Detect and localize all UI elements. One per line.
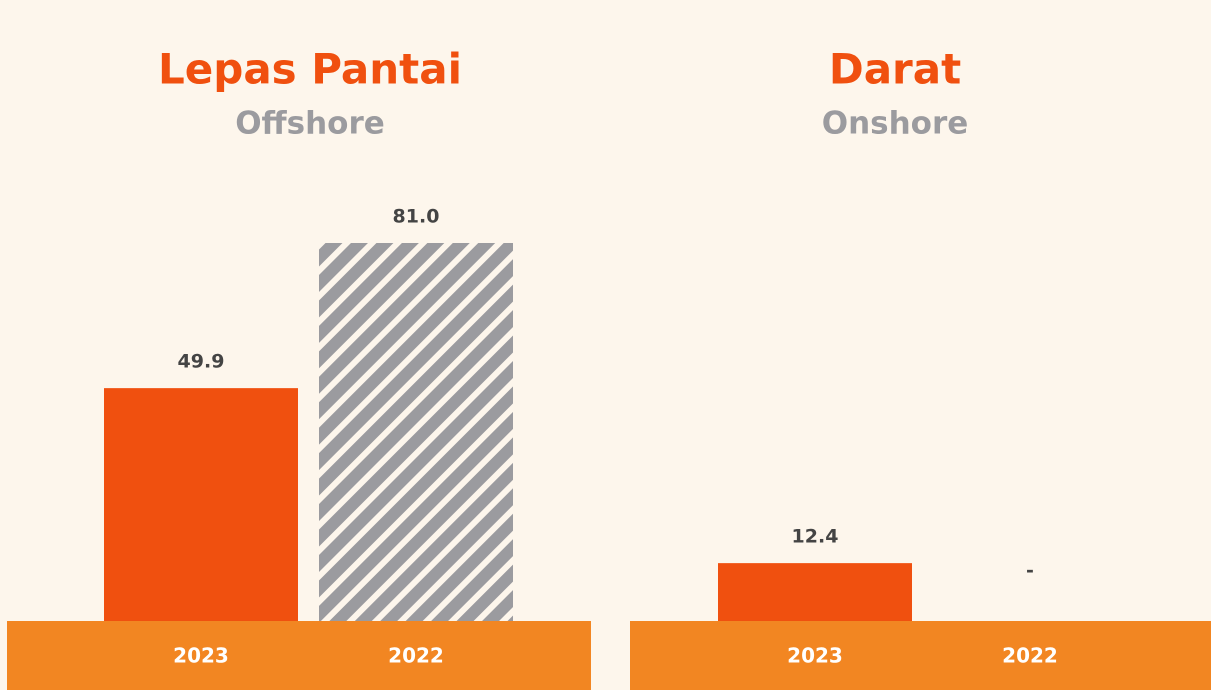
category-label: 2022 bbox=[388, 644, 444, 668]
chart-subtitle: Onshore bbox=[822, 106, 969, 142]
category-label: 2023 bbox=[173, 644, 229, 668]
chart-subtitle: Offshore bbox=[235, 106, 385, 142]
category-label: 2022 bbox=[1002, 644, 1058, 668]
chart-title: Lepas Pantai bbox=[158, 45, 462, 94]
value-label: 12.4 bbox=[792, 526, 839, 548]
bar bbox=[104, 388, 298, 621]
value-label: - bbox=[1026, 560, 1034, 582]
category-label: 2023 bbox=[787, 644, 843, 668]
value-label: 49.9 bbox=[178, 351, 225, 373]
bar bbox=[718, 563, 912, 621]
footer-band bbox=[630, 621, 1211, 690]
value-label: 81.0 bbox=[393, 206, 440, 228]
footer-band bbox=[7, 621, 591, 690]
chart-title: Darat bbox=[829, 45, 961, 94]
bar bbox=[319, 243, 513, 621]
